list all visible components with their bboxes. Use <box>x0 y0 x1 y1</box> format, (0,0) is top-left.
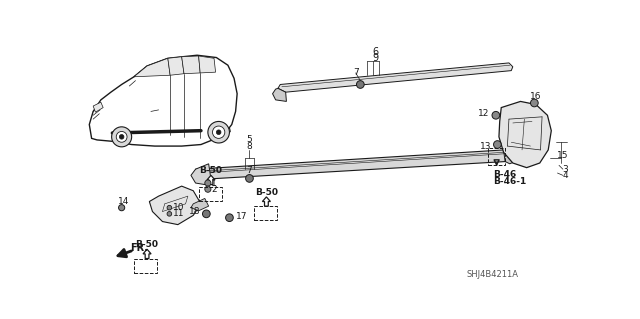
Text: B-50: B-50 <box>200 166 223 175</box>
Polygon shape <box>262 197 271 206</box>
Circle shape <box>167 211 172 216</box>
Circle shape <box>111 127 132 147</box>
Text: B-46: B-46 <box>493 170 517 179</box>
Text: B-46-1: B-46-1 <box>493 177 527 186</box>
Circle shape <box>116 131 127 142</box>
Polygon shape <box>168 57 184 75</box>
Text: 7: 7 <box>246 166 252 175</box>
Polygon shape <box>273 88 287 101</box>
Bar <box>198 187 221 201</box>
Circle shape <box>205 186 211 192</box>
Text: 13: 13 <box>480 142 492 151</box>
Polygon shape <box>134 58 170 77</box>
Circle shape <box>225 214 234 221</box>
Polygon shape <box>149 186 201 225</box>
Text: 6: 6 <box>372 47 378 57</box>
Text: B-50: B-50 <box>136 240 159 249</box>
Polygon shape <box>143 249 151 258</box>
Text: 12: 12 <box>478 109 490 118</box>
Circle shape <box>202 210 210 218</box>
Text: 5: 5 <box>246 136 252 145</box>
Polygon shape <box>182 56 200 74</box>
Text: B-50: B-50 <box>255 188 278 197</box>
Polygon shape <box>499 101 551 168</box>
Circle shape <box>492 111 500 119</box>
Circle shape <box>119 135 124 139</box>
Text: 15: 15 <box>557 151 568 160</box>
Polygon shape <box>93 102 103 112</box>
Circle shape <box>208 122 230 143</box>
Polygon shape <box>504 146 519 164</box>
Polygon shape <box>198 56 216 73</box>
Circle shape <box>167 205 172 210</box>
Text: 2: 2 <box>211 185 217 194</box>
Text: 14: 14 <box>118 197 130 206</box>
Text: FR.: FR. <box>131 243 148 253</box>
Circle shape <box>246 174 253 182</box>
Polygon shape <box>212 124 225 131</box>
Text: 16: 16 <box>530 92 541 101</box>
Circle shape <box>493 141 501 148</box>
Circle shape <box>205 180 211 186</box>
Text: SHJ4B4211A: SHJ4B4211A <box>467 270 518 279</box>
Circle shape <box>216 130 221 135</box>
Polygon shape <box>191 198 209 211</box>
Text: 3: 3 <box>563 165 568 174</box>
Polygon shape <box>90 55 237 146</box>
Circle shape <box>356 81 364 88</box>
Polygon shape <box>196 150 509 179</box>
Bar <box>254 206 277 220</box>
Bar <box>134 259 157 273</box>
Text: 4: 4 <box>563 171 568 180</box>
Text: 11: 11 <box>172 209 184 218</box>
Circle shape <box>531 99 538 107</box>
Bar <box>488 148 505 165</box>
Text: 18: 18 <box>189 207 201 216</box>
Text: 1: 1 <box>211 179 217 188</box>
Polygon shape <box>207 175 215 185</box>
Polygon shape <box>278 63 513 92</box>
Polygon shape <box>191 164 211 185</box>
Text: 9: 9 <box>372 53 378 63</box>
Text: 8: 8 <box>246 142 252 151</box>
Text: 17: 17 <box>236 211 247 221</box>
Text: 7: 7 <box>354 69 360 78</box>
Circle shape <box>212 126 225 138</box>
Text: 10: 10 <box>172 203 184 212</box>
Circle shape <box>118 204 125 211</box>
